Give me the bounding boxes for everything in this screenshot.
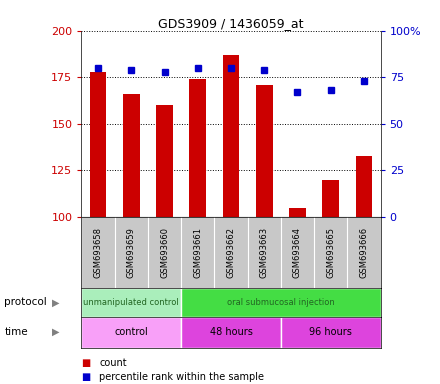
Text: ■: ■	[81, 358, 91, 368]
Bar	[81, 317, 181, 348]
Bar	[81, 288, 181, 317]
Text: GSM693665: GSM693665	[326, 227, 335, 278]
Bar	[289, 208, 306, 217]
Bar	[281, 317, 381, 348]
Title: GDS3909 / 1436059_at: GDS3909 / 1436059_at	[158, 17, 304, 30]
Text: GSM693666: GSM693666	[359, 227, 368, 278]
Text: GSM693662: GSM693662	[227, 227, 235, 278]
Text: GSM693664: GSM693664	[293, 227, 302, 278]
Bar	[123, 94, 139, 217]
Text: count: count	[99, 358, 127, 368]
Text: GSM693663: GSM693663	[260, 227, 269, 278]
Bar	[181, 317, 281, 348]
Text: 48 hours: 48 hours	[209, 327, 253, 337]
Bar	[323, 180, 339, 217]
Text: unmanipulated control: unmanipulated control	[84, 298, 179, 307]
Bar	[223, 55, 239, 217]
Text: ■: ■	[81, 372, 91, 382]
Text: percentile rank within the sample: percentile rank within the sample	[99, 372, 264, 382]
Text: GSM693659: GSM693659	[127, 227, 136, 278]
Text: ▶: ▶	[52, 297, 59, 308]
Text: GSM693661: GSM693661	[193, 227, 202, 278]
Text: oral submucosal injection: oral submucosal injection	[227, 298, 335, 307]
Text: 96 hours: 96 hours	[309, 327, 352, 337]
Bar	[256, 85, 272, 217]
Text: GSM693660: GSM693660	[160, 227, 169, 278]
Bar	[181, 288, 381, 317]
Bar	[190, 79, 206, 217]
Text: protocol: protocol	[4, 297, 47, 308]
Text: control: control	[114, 327, 148, 337]
Text: time: time	[4, 327, 28, 337]
Text: ▶: ▶	[52, 327, 59, 337]
Bar	[356, 156, 372, 217]
Text: GSM693658: GSM693658	[94, 227, 103, 278]
Bar	[90, 72, 106, 217]
Bar	[156, 105, 173, 217]
